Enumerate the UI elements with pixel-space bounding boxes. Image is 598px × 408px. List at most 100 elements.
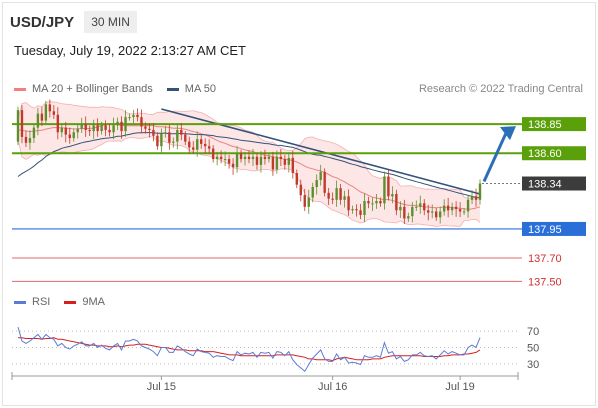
candle-body bbox=[435, 211, 438, 218]
candle-body bbox=[450, 206, 454, 211]
level-label-137-95: 137.95 bbox=[528, 224, 562, 236]
candle-body bbox=[68, 134, 71, 139]
candle-body bbox=[100, 125, 103, 132]
candle-body bbox=[403, 206, 406, 219]
level-box-137-95 bbox=[522, 221, 586, 236]
candle-body bbox=[311, 187, 314, 198]
candle-body bbox=[48, 104, 52, 112]
candle-body bbox=[423, 203, 426, 211]
candle-body bbox=[279, 156, 283, 160]
candle-body bbox=[446, 205, 450, 211]
candle-body bbox=[156, 135, 159, 147]
candle-body bbox=[112, 125, 115, 133]
legend-item-ma20: MA 20 + Bollinger Bands bbox=[14, 83, 153, 95]
candle-body bbox=[152, 129, 155, 136]
x-axis-tick-label: Jul 19 bbox=[445, 381, 474, 393]
candle-body bbox=[16, 110, 20, 142]
candle-body bbox=[92, 125, 95, 132]
level-label-137-70: 137.70 bbox=[528, 253, 562, 265]
candle-body bbox=[419, 203, 422, 207]
candle-body bbox=[96, 125, 99, 132]
legend-swatch-rsi bbox=[14, 300, 26, 304]
legend-swatch-ma50 bbox=[166, 87, 179, 91]
rsi-tick-label: 70 bbox=[527, 326, 539, 338]
candle-body bbox=[454, 206, 458, 210]
candle-body bbox=[339, 188, 342, 200]
candle-body bbox=[164, 132, 167, 134]
candle-body bbox=[323, 171, 326, 193]
ma50-line bbox=[17, 132, 481, 199]
candle-body bbox=[184, 134, 187, 142]
candle-body bbox=[331, 198, 334, 200]
bollinger-band bbox=[18, 101, 480, 227]
candle-body bbox=[223, 159, 227, 161]
candle-body bbox=[303, 195, 306, 207]
candle-body bbox=[411, 206, 414, 217]
candle-body bbox=[283, 159, 287, 165]
candle-body bbox=[343, 196, 346, 200]
candle-body bbox=[44, 104, 48, 121]
price-legend: MA 20 + Bollinger Bands MA 50 bbox=[14, 83, 216, 95]
candle-body bbox=[215, 156, 219, 160]
candle-body bbox=[387, 176, 390, 197]
candle-body bbox=[478, 183, 482, 200]
candle-body bbox=[172, 141, 175, 143]
candle-body bbox=[76, 128, 79, 133]
level-label-138-34: 138.34 bbox=[528, 179, 562, 191]
rsi-legend: RSI 9MA bbox=[14, 296, 105, 308]
candle-body bbox=[315, 180, 318, 188]
candle-body bbox=[188, 141, 191, 148]
candle-body bbox=[319, 171, 322, 181]
candle-body bbox=[72, 132, 75, 139]
candle-body bbox=[200, 139, 203, 144]
candle-body bbox=[28, 138, 32, 143]
candle-body bbox=[128, 117, 131, 119]
candle-body bbox=[144, 126, 147, 129]
candle-body bbox=[291, 157, 295, 174]
candle-body bbox=[80, 124, 83, 129]
x-axis-tick-label: Jul 16 bbox=[318, 381, 347, 393]
legend-label-9ma: 9MA bbox=[82, 296, 105, 308]
candle-body bbox=[176, 129, 179, 142]
candle-body bbox=[231, 163, 235, 168]
candle-body bbox=[235, 153, 239, 168]
candle-body bbox=[307, 197, 310, 207]
candle-body bbox=[271, 156, 275, 170]
candle-body bbox=[132, 114, 135, 118]
level-label-137-50: 137.50 bbox=[528, 276, 562, 288]
candle-body bbox=[327, 192, 330, 199]
x-axis-tick-label: Jul 15 bbox=[147, 381, 176, 393]
candle-body bbox=[116, 121, 119, 126]
candle-body bbox=[263, 156, 267, 160]
candle-body bbox=[427, 210, 430, 213]
candle-body bbox=[56, 114, 60, 133]
candle-body bbox=[52, 111, 56, 115]
candle-body bbox=[207, 146, 211, 149]
candle-body bbox=[363, 200, 366, 215]
legend-label-ma50: MA 50 bbox=[184, 83, 216, 95]
candle-body bbox=[243, 156, 247, 160]
legend-swatch-9ma bbox=[64, 300, 77, 304]
candle-body bbox=[32, 127, 36, 139]
candle-body bbox=[371, 203, 374, 205]
candle-body bbox=[219, 156, 223, 160]
candle-body bbox=[211, 148, 215, 160]
candle-body bbox=[108, 129, 111, 133]
legend-swatch-ma20 bbox=[14, 87, 26, 91]
forecast-arrow-line bbox=[482, 132, 508, 183]
candle-body bbox=[24, 136, 28, 143]
symbol-title: USD/JPY bbox=[10, 13, 75, 31]
candle-body bbox=[192, 147, 195, 150]
candle-body bbox=[399, 206, 402, 211]
candle-body bbox=[88, 129, 91, 132]
timeframe-badge[interactable]: 30 MIN bbox=[84, 11, 137, 33]
legend-item-rsi: RSI bbox=[14, 296, 50, 308]
candle-body bbox=[247, 156, 251, 160]
candle-body bbox=[438, 211, 442, 218]
bollinger-lower-line bbox=[17, 136, 481, 227]
candle-body bbox=[295, 173, 298, 185]
candle-body bbox=[168, 132, 171, 143]
legend-label-ma20: MA 20 + Bollinger Bands bbox=[32, 83, 153, 95]
candle-body bbox=[474, 196, 478, 200]
